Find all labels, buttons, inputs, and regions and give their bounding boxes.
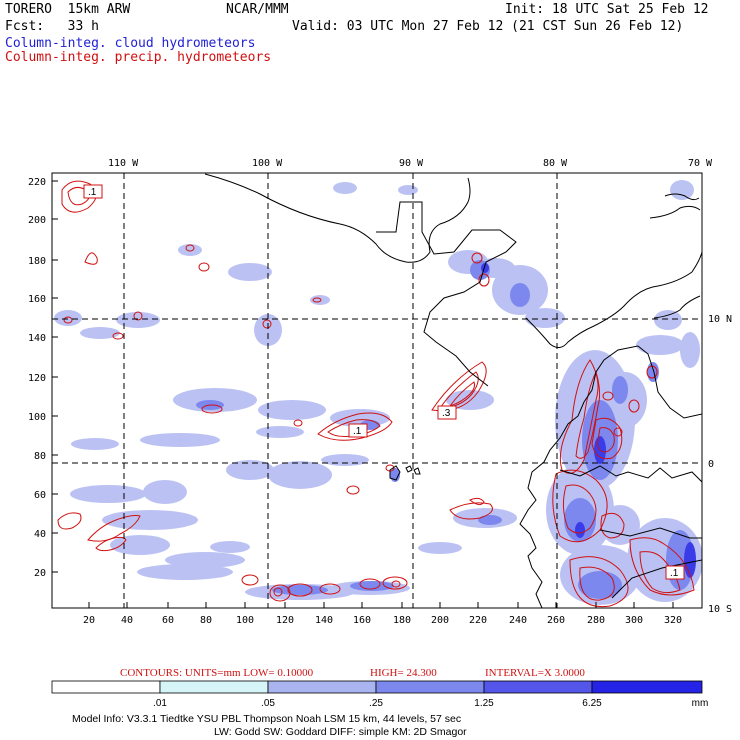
contour-units: CONTOURS: UNITS=mm LOW= 0.10000: [120, 667, 314, 679]
contour-label-boxes: .1 .1 .3 .1: [83, 184, 685, 580]
contour-label: .1: [670, 568, 679, 579]
lon-label: 70 W: [688, 158, 713, 169]
scale-label: .01: [153, 698, 167, 709]
scale-label: .05: [261, 698, 275, 709]
lon-label: 80 W: [543, 158, 568, 169]
x-tick-label: 140: [315, 615, 333, 626]
precip-legend-text: Column-integ. precip. hydrometeors: [5, 50, 272, 65]
lon-label: 90 W: [399, 158, 424, 169]
y-tick-labels: 220 200 180 160 140 120 100 80 60 40 20: [28, 177, 46, 579]
x-tick-label: 20: [83, 615, 95, 626]
x-tick-label: 200: [431, 615, 449, 626]
y-tick-label: 140: [28, 333, 46, 344]
color-scale-bar: [51, 680, 703, 694]
lon-label: 110 W: [108, 158, 139, 169]
lon-label: 100 W: [252, 158, 283, 169]
x-tick-label: 280: [587, 615, 605, 626]
longitude-labels: 110 W 100 W 90 W 80 W 70 W: [108, 158, 713, 169]
model-info: Model Info: V3.3.1 Tiedtke YSU PBL Thomp…: [72, 713, 467, 738]
y-tick-label: 20: [34, 568, 46, 579]
cloud-legend-text: Column-integ. cloud hydrometeors: [5, 36, 256, 51]
y-tick-label: 200: [28, 215, 46, 226]
y-tick-label: 120: [28, 373, 46, 384]
y-tick-marks: [52, 180, 58, 573]
map-frame: [51, 172, 703, 609]
y-tick-label: 220: [28, 177, 46, 188]
init-time: Init: 18 UTC Sat 25 Feb 12: [505, 2, 709, 17]
latitude-labels: 10 N 0 10 S: [708, 314, 732, 615]
center-label: NCAR/MMM: [226, 2, 289, 17]
scale-unit: mm: [692, 698, 709, 709]
model-info-line1: Model Info: V3.3.1 Tiedtke YSU PBL Thomp…: [72, 713, 461, 725]
contour-label: .3: [442, 408, 451, 419]
x-tick-label: 120: [276, 615, 294, 626]
contour-label: .1: [353, 426, 362, 437]
scale-label: 1.25: [474, 698, 494, 709]
x-tick-label: 300: [625, 615, 643, 626]
color-scale-labels: .01 .05 .25 1.25 6.25 mm: [153, 698, 708, 709]
x-tick-label: 180: [393, 615, 411, 626]
x-tick-label: 240: [509, 615, 527, 626]
forecast-hour: Fcst: 33 h: [5, 19, 99, 34]
x-tick-label: 220: [469, 615, 487, 626]
lat-label: 10 S: [708, 604, 732, 615]
x-tick-labels: 20 40 60 80 100 120 140 160 180 200 220 …: [83, 615, 682, 626]
scale-label: .25: [369, 698, 383, 709]
y-tick-label: 180: [28, 256, 46, 267]
model-info-line2: LW: Godd SW: Goddard DIFF: simple KM: 2D…: [214, 726, 467, 738]
x-tick-label: 100: [236, 615, 254, 626]
x-tick-label: 320: [664, 615, 682, 626]
y-tick-label: 60: [34, 490, 46, 501]
contour-label: .1: [88, 187, 97, 198]
model-title: TORERO 15km ARW: [5, 2, 131, 17]
y-tick-label: 80: [34, 451, 46, 462]
lat-lon-grid: [52, 173, 702, 608]
x-tick-marks: [88, 602, 674, 608]
y-tick-label: 100: [28, 412, 46, 423]
valid-time: Valid: 03 UTC Mon 27 Feb 12 (21 CST Sun …: [292, 19, 684, 34]
lat-label: 0: [708, 459, 714, 470]
lat-label: 10 N: [708, 314, 732, 325]
y-tick-label: 160: [28, 294, 46, 305]
contour-interval: INTERVAL=X 3.0000: [485, 667, 585, 679]
y-tick-label: 40: [34, 529, 46, 540]
contour-info: CONTOURS: UNITS=mm LOW= 0.10000 HIGH= 24…: [120, 667, 585, 679]
contour-high: HIGH= 24.300: [370, 667, 437, 679]
x-tick-label: 60: [162, 615, 174, 626]
x-tick-label: 80: [200, 615, 212, 626]
scale-label: 6.25: [582, 698, 602, 709]
x-tick-label: 160: [353, 615, 371, 626]
x-tick-label: 260: [547, 615, 565, 626]
x-tick-label: 40: [121, 615, 133, 626]
coastlines: [204, 173, 702, 608]
